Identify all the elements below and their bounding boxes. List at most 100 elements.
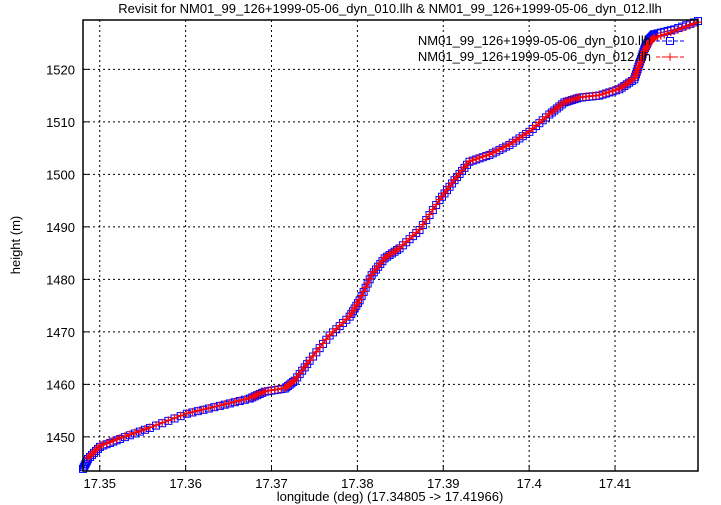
x-tick-label: 17.35 bbox=[83, 476, 116, 491]
data-point-plus bbox=[308, 352, 317, 361]
y-axis-label: height (m) bbox=[8, 216, 23, 275]
data-point-plus bbox=[115, 433, 124, 442]
data-point-plus bbox=[361, 283, 370, 292]
data-point-plus bbox=[595, 91, 604, 100]
x-axis-label: longitude (deg) (17.34805 -> 17.41966) bbox=[277, 489, 504, 504]
data-point-plus bbox=[91, 445, 100, 454]
data-point-plus bbox=[112, 435, 121, 444]
data-point-plus bbox=[425, 210, 434, 219]
data-point-plus bbox=[670, 27, 679, 36]
series-line bbox=[87, 21, 699, 459]
data-point-plus bbox=[120, 432, 129, 441]
data-point-plus bbox=[322, 335, 331, 344]
data-point-plus bbox=[465, 157, 474, 166]
data-point-plus bbox=[365, 274, 374, 283]
data-point-plus bbox=[220, 400, 229, 409]
data-point-plus bbox=[312, 347, 321, 356]
data-point-plus bbox=[85, 451, 94, 460]
data-point-plus bbox=[135, 426, 144, 435]
series-0 bbox=[79, 17, 702, 473]
x-tick-label: 17.38 bbox=[341, 476, 374, 491]
data-point-plus bbox=[102, 439, 111, 448]
data-point-plus bbox=[686, 21, 695, 30]
data-point-plus bbox=[674, 25, 683, 34]
data-point-plus bbox=[485, 150, 494, 159]
ticks: 17.35 17.36 17.37 17.38 17.39 17.4 17.41 1450 14… bbox=[46, 62, 631, 491]
data-point-plus bbox=[611, 85, 620, 94]
data-point-plus bbox=[359, 287, 368, 296]
data-point-plus bbox=[318, 339, 327, 348]
data-point-plus bbox=[96, 441, 105, 450]
data-point-plus bbox=[498, 143, 507, 152]
grid bbox=[83, 20, 698, 471]
data-point-plus bbox=[660, 30, 669, 39]
y-tick-label: 1500 bbox=[46, 167, 75, 182]
data-point-plus bbox=[653, 32, 662, 41]
x-tick-label: 17.4 bbox=[517, 476, 542, 491]
y-tick-label: 1520 bbox=[46, 62, 75, 77]
data-point-plus bbox=[305, 356, 314, 365]
data-point-plus bbox=[422, 215, 431, 224]
data-point-plus bbox=[418, 220, 427, 229]
x-tick-label: 17.37 bbox=[255, 476, 288, 491]
data-point-plus bbox=[495, 145, 504, 154]
y-tick-label: 1460 bbox=[46, 377, 75, 392]
data-point-plus bbox=[199, 405, 208, 414]
data-point-plus bbox=[176, 411, 185, 420]
legend: NM01_99_126+1999-05-06_dyn_010.llh NM01_… bbox=[418, 33, 684, 64]
y-tick-label: 1450 bbox=[46, 430, 75, 445]
data-point-plus bbox=[164, 416, 173, 425]
data-point-plus bbox=[315, 343, 324, 352]
data-point-plus bbox=[105, 437, 114, 446]
data-point-plus bbox=[188, 407, 197, 416]
data-point-plus bbox=[145, 423, 154, 432]
x-tick-label: 17.39 bbox=[427, 476, 460, 491]
data-point-plus bbox=[225, 398, 234, 407]
legend-label-1: NM01_99_126+1999-05-06_dyn_012.llh bbox=[418, 49, 651, 64]
data-point-plus bbox=[235, 396, 244, 405]
data-point-plus bbox=[478, 152, 487, 161]
data-point-plus bbox=[656, 31, 665, 40]
data-point-plus bbox=[650, 33, 659, 42]
data-point-plus bbox=[109, 436, 118, 445]
data-point-plus bbox=[428, 205, 437, 214]
legend-marker-plus bbox=[666, 53, 674, 61]
data-point-plus bbox=[482, 151, 491, 160]
data-point-plus bbox=[125, 430, 134, 439]
data-point-plus bbox=[89, 447, 98, 456]
data-point-plus bbox=[152, 421, 161, 430]
data-point-plus bbox=[415, 225, 424, 234]
x-tick-label: 17.36 bbox=[169, 476, 202, 491]
data-point-plus bbox=[158, 418, 167, 427]
plot-frame bbox=[82, 19, 699, 472]
y-tick-label: 1510 bbox=[46, 115, 75, 130]
data-point-plus bbox=[598, 90, 607, 99]
data-point-plus bbox=[363, 279, 372, 288]
y-tick-label: 1490 bbox=[46, 220, 75, 235]
data-point-plus bbox=[649, 34, 658, 43]
data-point-plus bbox=[99, 440, 108, 449]
data-point-plus bbox=[289, 377, 298, 386]
series-line bbox=[82, 20, 699, 470]
data-point-plus bbox=[475, 153, 484, 162]
data-point-plus bbox=[230, 397, 239, 406]
data-point-plus bbox=[601, 88, 610, 97]
data-point-plus bbox=[666, 28, 675, 37]
data-point-plus bbox=[682, 22, 691, 31]
data-point-plus bbox=[608, 86, 617, 95]
chart-title: Revisit for NM01_99_126+1999-05-06_dyn_0… bbox=[118, 1, 662, 16]
legend-label-0: NM01_99_126+1999-05-06_dyn_010.llh bbox=[418, 33, 651, 48]
data-point-plus bbox=[690, 19, 699, 28]
data-point-plus bbox=[605, 87, 614, 96]
data-point-plus bbox=[240, 395, 249, 404]
x-tick-label: 17.41 bbox=[599, 476, 632, 491]
data-point-plus bbox=[432, 200, 441, 209]
data-point-plus bbox=[83, 453, 92, 462]
data-point-plus bbox=[502, 142, 511, 151]
data-point-plus bbox=[140, 425, 149, 434]
data-point-plus bbox=[648, 35, 657, 44]
data-point-plus bbox=[193, 406, 202, 415]
data-point-plus bbox=[468, 156, 477, 165]
data-point-plus bbox=[130, 428, 139, 437]
